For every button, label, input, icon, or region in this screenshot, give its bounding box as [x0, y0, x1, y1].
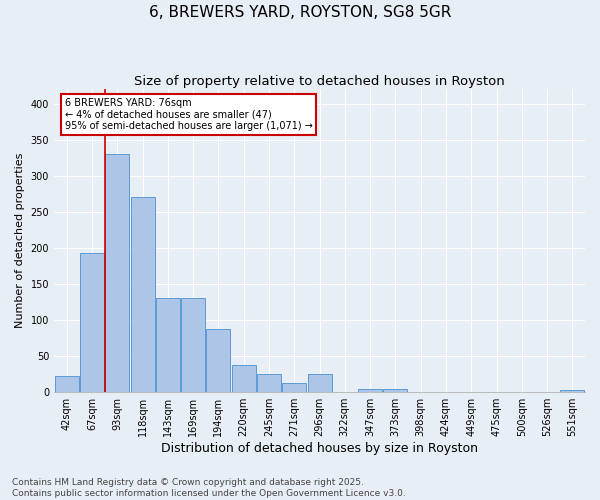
Bar [257, 374, 281, 392]
Bar [181, 298, 205, 392]
Bar [131, 198, 155, 392]
Bar [560, 390, 584, 392]
Text: 6 BREWERS YARD: 76sqm
← 4% of detached houses are smaller (47)
95% of semi-detac: 6 BREWERS YARD: 76sqm ← 4% of detached h… [65, 98, 313, 132]
Bar [80, 253, 104, 392]
Bar [308, 374, 332, 392]
Title: Size of property relative to detached houses in Royston: Size of property relative to detached ho… [134, 75, 505, 88]
Bar [383, 388, 407, 392]
Bar [206, 330, 230, 392]
Bar [105, 154, 129, 392]
Bar [55, 376, 79, 392]
Bar [282, 383, 306, 392]
X-axis label: Distribution of detached houses by size in Royston: Distribution of detached houses by size … [161, 442, 478, 455]
Y-axis label: Number of detached properties: Number of detached properties [15, 153, 25, 328]
Text: 6, BREWERS YARD, ROYSTON, SG8 5GR: 6, BREWERS YARD, ROYSTON, SG8 5GR [149, 5, 451, 20]
Bar [358, 388, 382, 392]
Text: Contains HM Land Registry data © Crown copyright and database right 2025.
Contai: Contains HM Land Registry data © Crown c… [12, 478, 406, 498]
Bar [232, 365, 256, 392]
Bar [156, 298, 180, 392]
